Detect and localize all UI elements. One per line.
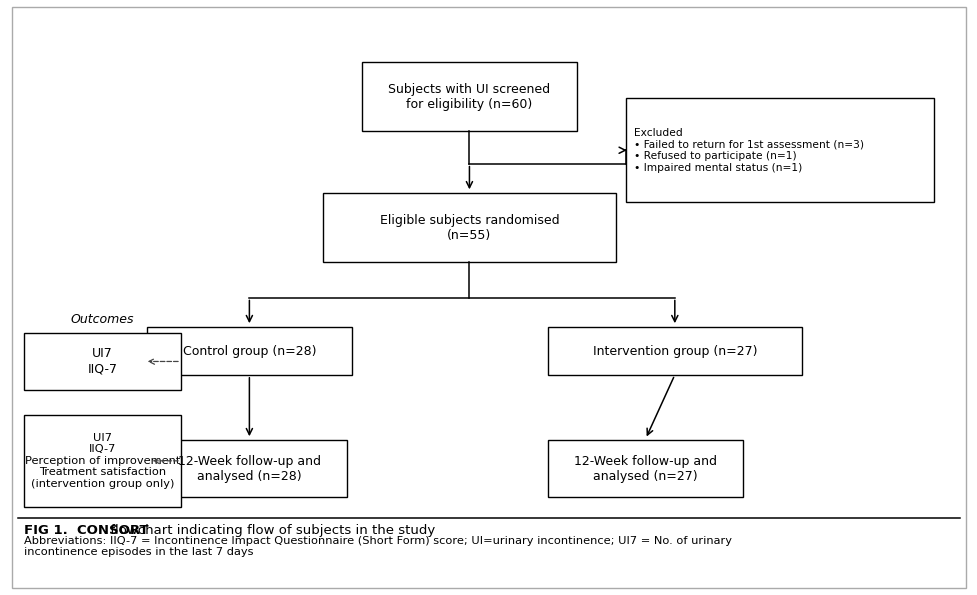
Text: FIG 1.  CONSORT: FIG 1. CONSORT bbox=[24, 524, 149, 537]
Text: 12-Week follow-up and
analysed (n=28): 12-Week follow-up and analysed (n=28) bbox=[178, 455, 320, 483]
Text: Abbreviations: IIQ-7 = Incontinence Impact Questionnaire (Short Form) score; UI=: Abbreviations: IIQ-7 = Incontinence Impa… bbox=[24, 537, 732, 546]
Bar bbox=[147, 327, 352, 375]
Text: Outcomes: Outcomes bbox=[71, 313, 134, 326]
Text: flowchart indicating flow of subjects in the study: flowchart indicating flow of subjects in… bbox=[106, 524, 435, 537]
Bar bbox=[24, 415, 181, 507]
Text: Intervention group (n=27): Intervention group (n=27) bbox=[592, 345, 756, 358]
Text: Excluded
• Failed to return for 1st assessment (n=3)
• Refused to participate (n: Excluded • Failed to return for 1st asse… bbox=[633, 128, 863, 173]
Text: Control group (n=28): Control group (n=28) bbox=[183, 345, 316, 358]
Text: incontinence episodes in the last 7 days: incontinence episodes in the last 7 days bbox=[24, 547, 254, 557]
Bar bbox=[24, 333, 181, 390]
Bar bbox=[151, 440, 347, 497]
Text: 12-Week follow-up and
analysed (n=27): 12-Week follow-up and analysed (n=27) bbox=[573, 455, 716, 483]
Bar bbox=[547, 440, 743, 497]
Text: UI7
IIQ-7
Perception of improvement
Treatment satisfaction
(intervention group o: UI7 IIQ-7 Perception of improvement Trea… bbox=[25, 433, 180, 489]
Text: Subjects with UI screened
for eligibility (n=60): Subjects with UI screened for eligibilit… bbox=[388, 83, 550, 111]
Bar bbox=[625, 98, 933, 202]
Bar bbox=[547, 327, 801, 375]
Text: Eligible subjects randomised
(n=55): Eligible subjects randomised (n=55) bbox=[379, 214, 559, 242]
Bar bbox=[322, 193, 616, 262]
Bar bbox=[361, 62, 576, 131]
Text: UI7
IIQ-7: UI7 IIQ-7 bbox=[88, 347, 117, 375]
